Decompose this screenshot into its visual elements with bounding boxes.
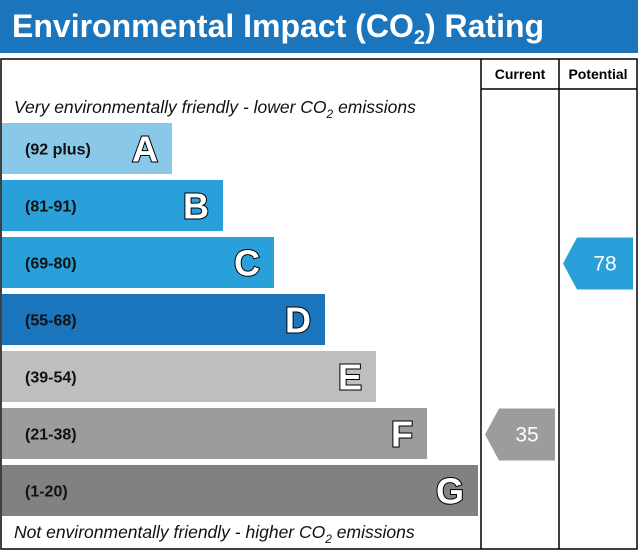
current-column-header: Current: [495, 66, 546, 82]
band-c-range: (69-80): [25, 256, 77, 273]
band-c-letter: C: [234, 243, 260, 284]
band-a-range: (92 plus): [25, 142, 91, 159]
bottom-note: Not environmentally friendly - higher CO…: [14, 522, 415, 546]
band-e-letter: E: [338, 357, 362, 398]
potential-rating-value: 78: [593, 253, 616, 276]
chart-frame: [0, 58, 638, 550]
rating-bands: (92 plus) A (81-91) B (69-80) C (55-68) D (39-54…: [2, 123, 478, 516]
chart-title: Environmental Impact (CO2) Rating: [12, 8, 544, 49]
band-g-range: (1-20): [25, 484, 68, 501]
band-e-bar: [2, 351, 376, 402]
band-b-range: (81-91): [25, 199, 77, 216]
top-note: Very environmentally friendly - lower CO…: [14, 97, 416, 121]
band-a-letter: A: [132, 129, 158, 170]
band-f-bar: [2, 408, 427, 459]
band-g-bar: [2, 465, 478, 516]
band-b-bar: [2, 180, 223, 231]
band-f-letter: F: [391, 414, 413, 455]
band-g-letter: G: [436, 471, 464, 512]
current-rating-value: 35: [515, 424, 538, 447]
potential-column-header: Potential: [568, 66, 627, 82]
band-b-letter: B: [183, 186, 209, 227]
band-d-letter: D: [285, 300, 311, 341]
band-d-range: (55-68): [25, 313, 77, 330]
rating-markers: 35 78: [485, 237, 633, 461]
band-c-bar: [2, 237, 274, 288]
band-e-range: (39-54): [25, 370, 77, 387]
title-bar: [0, 0, 638, 53]
band-d-bar: [2, 294, 325, 345]
band-f-range: (21-38): [25, 427, 77, 444]
current-rating-arrow: [485, 408, 555, 461]
band-a-bar: [2, 123, 172, 174]
potential-rating-arrow: [563, 237, 633, 290]
